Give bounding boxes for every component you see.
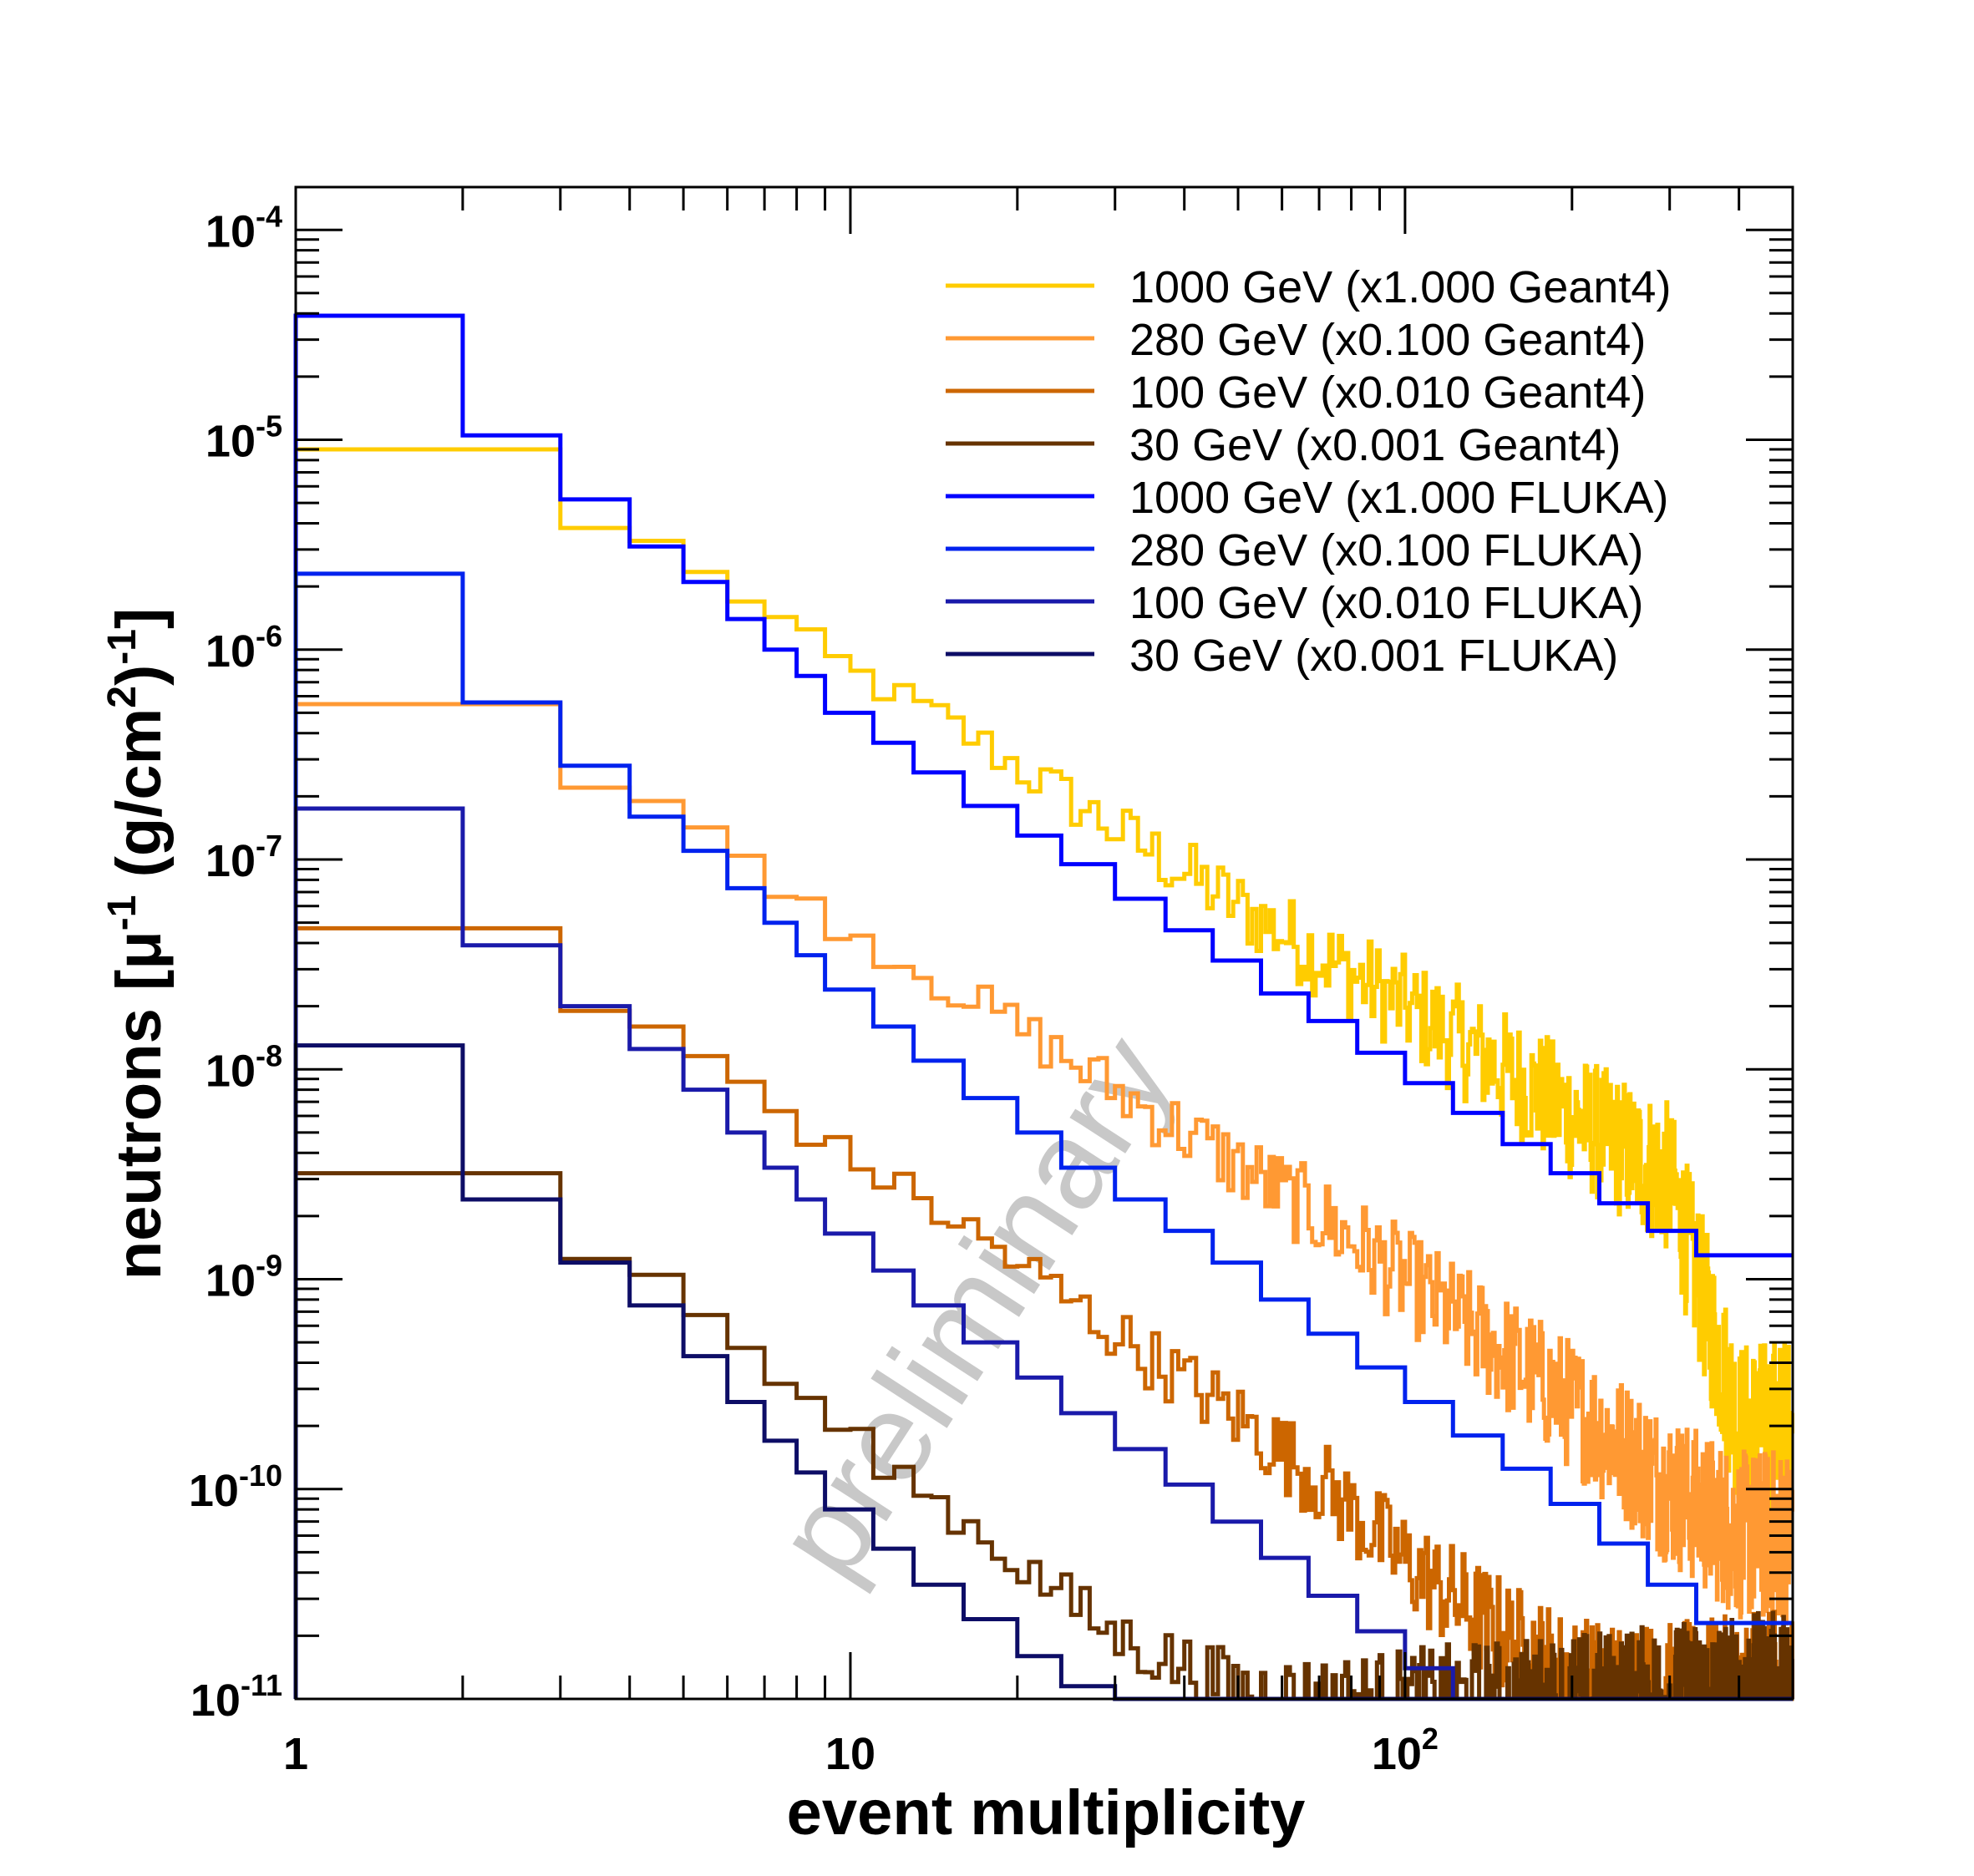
x-tick-label: 102: [1372, 1721, 1439, 1779]
y-tick-label: 10-6: [206, 619, 282, 677]
legend-label: 30 GeV (x0.001 Geant4): [1129, 420, 1621, 470]
legend-label: 1000 GeV (x1.000 Geant4): [1129, 262, 1671, 312]
legend-label: 280 GeV (x0.100 Geant4): [1129, 315, 1646, 365]
x-tick-label: 1: [283, 1729, 308, 1779]
y-tick-label: 10-8: [206, 1038, 282, 1096]
legend: 1000 GeV (x1.000 Geant4)280 GeV (x0.100 …: [946, 262, 1671, 681]
x-tick-label: 10: [825, 1729, 875, 1779]
x-axis-title: event multiplicity: [787, 1777, 1306, 1848]
y-tick-label: 10-5: [206, 409, 282, 467]
series-line-5: [293, 571, 1793, 1699]
series-line-4: [293, 313, 1793, 1699]
axis-ticks: [294, 187, 1794, 1701]
y-tick-label: 10-10: [189, 1458, 282, 1516]
y-axis-title: neutrons [μ-1 (g/cm2)-1]: [100, 608, 175, 1280]
y-tick-label: 10-9: [206, 1249, 282, 1306]
legend-label: 280 GeV (x0.100 FLUKA): [1129, 525, 1643, 575]
legend-label: 30 GeV (x0.001 FLUKA): [1129, 631, 1618, 681]
series-line-1: [293, 702, 1794, 1699]
legend-label: 1000 GeV (x1.000 FLUKA): [1129, 473, 1668, 523]
y-tick-label: 10-11: [190, 1668, 282, 1726]
y-tick-label: 10-7: [206, 829, 282, 886]
legend-label: 100 GeV (x0.010 FLUKA): [1129, 578, 1643, 628]
y-tick-label: 10-4: [206, 199, 282, 256]
tick-labels: 10-4 10-5 10-6 10-7 10-8 10-9 10-10 10-111 10 102: [189, 199, 1439, 1779]
legend-label: 100 GeV (x0.010 Geant4): [1129, 368, 1646, 418]
series-line-0: [293, 447, 1794, 1699]
